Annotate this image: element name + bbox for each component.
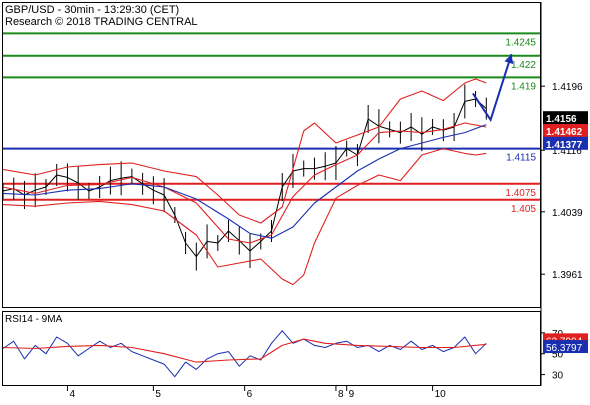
price-levels-layer: 1.4245 1.422 1.419 1.4115 1.4075 1.405	[3, 32, 540, 215]
price-axis-layer: 1.4196 1.4116 1.4039 1.3961 1.4156 1.41462 1.4…	[541, 82, 588, 281]
rsi-tag-label-56-3797: 56.3797	[546, 343, 583, 354]
price-tick-label-1-4196: 1.4196	[552, 82, 583, 93]
rsi-axis-layer: 70503062.790456.3797	[541, 329, 588, 382]
price-tick-label-1-4116: 1.4116	[552, 146, 582, 157]
date-tick-label-8: 8	[338, 389, 344, 400]
rsi-title: RSI14 - 9MA	[5, 314, 63, 325]
date-tick-label-4: 4	[69, 389, 75, 400]
price-tag-box	[543, 111, 588, 125]
price-tag-label-1-41462: 1.41462	[546, 127, 583, 138]
moving-average-slow-line	[2, 124, 487, 239]
rsi-line	[2, 330, 487, 378]
price-panel-frame	[2, 2, 541, 308]
projection-arrowhead-icon	[504, 54, 514, 65]
rsi-tag-box	[543, 340, 588, 354]
price-tag-box	[543, 124, 588, 137]
chart-subtitle: Research © 2018 TRADING CENTRAL	[5, 16, 198, 28]
price-tag-label-1-4156: 1.4156	[546, 114, 577, 125]
chart-title: GBP/USD - 30min - 13:29:30 (CET)	[5, 4, 179, 16]
date-tick-label-5: 5	[155, 389, 161, 400]
level-label-1-405: 1.405	[511, 204, 536, 215]
rsi-series-layer	[2, 330, 487, 378]
bollinger-lower-line	[2, 148, 487, 286]
level-label-1-4245: 1.4245	[505, 37, 536, 48]
level-label-1-422: 1.422	[511, 60, 536, 71]
price-line	[2, 98, 487, 258]
rsi-ma-line	[2, 338, 487, 363]
date-tick-label-9: 9	[349, 389, 355, 400]
price-tag-label-1-41377: 1.41377	[546, 140, 583, 151]
level-label-1-4115: 1.4115	[506, 153, 536, 164]
rsi-tick-label-30: 30	[552, 371, 564, 382]
bollinger-upper-line	[2, 78, 487, 224]
price-tick-label-1-4039: 1.4039	[552, 208, 583, 219]
level-label-1-419: 1.419	[511, 81, 536, 92]
date-tick-label-6: 6	[247, 389, 253, 400]
rsi-tick-label-50: 50	[552, 350, 564, 361]
projection-line	[472, 53, 513, 123]
price-tick-label-1-3961: 1.3961	[552, 270, 583, 281]
price-tag-box	[543, 136, 588, 150]
price-series-layer	[2, 53, 514, 286]
rsi-panel-frame	[2, 311, 541, 386]
x-axis-layer: 4 5 6 8 9 10	[66, 386, 447, 400]
moving-average-fast-line	[2, 122, 487, 244]
level-label-1-4075: 1.4075	[505, 188, 536, 199]
date-tick-label-10: 10	[435, 389, 447, 400]
